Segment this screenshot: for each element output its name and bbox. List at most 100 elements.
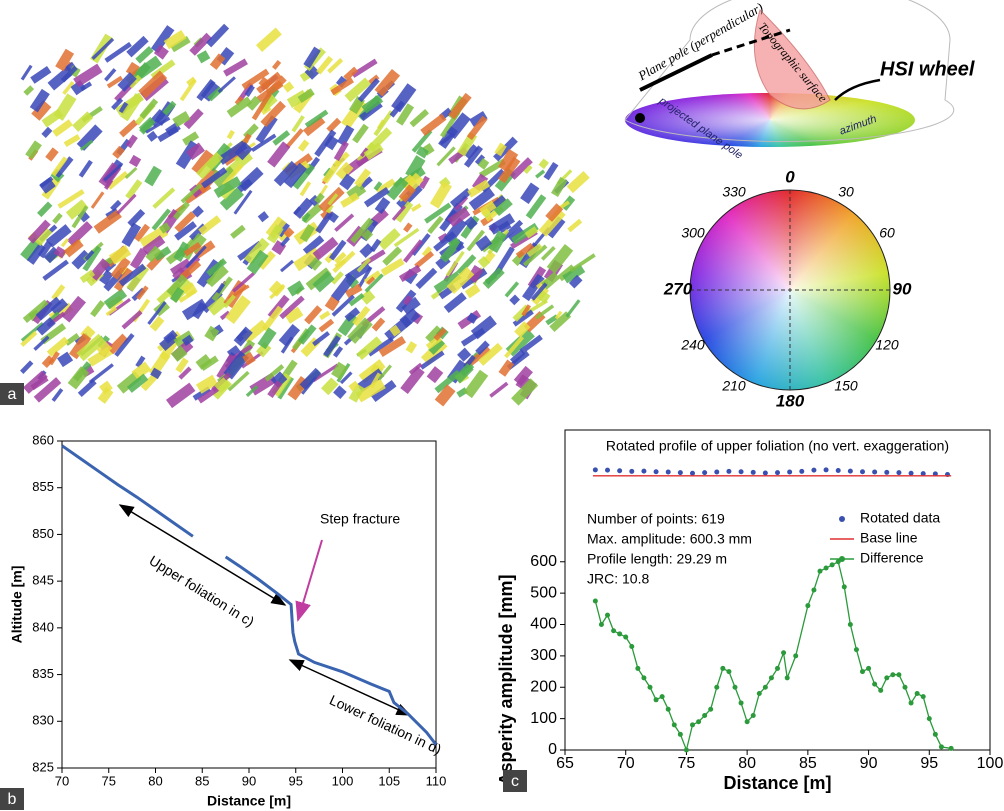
rock-patch <box>104 41 132 63</box>
rock-patch <box>273 160 299 187</box>
rock-patch <box>460 327 486 347</box>
rock-patch <box>45 147 59 162</box>
rock-patch <box>361 229 374 241</box>
rock-patch <box>324 203 334 214</box>
rock-patch <box>125 134 138 149</box>
legend-label: Base line <box>860 530 918 546</box>
rock-patch <box>304 109 329 128</box>
rock-patch <box>378 228 401 251</box>
rock-patch <box>554 310 563 320</box>
panel-letter: a <box>8 386 17 403</box>
x-tick-label: 80 <box>738 755 756 772</box>
rock-patch <box>445 250 465 277</box>
rock-patch <box>551 176 568 198</box>
rock-patch <box>182 131 200 146</box>
rock-patch <box>361 94 384 114</box>
rock-patch <box>152 187 176 209</box>
rock-patch <box>498 148 519 173</box>
rock-patch <box>549 311 572 332</box>
rock-patch <box>530 282 548 301</box>
rock-patch <box>153 44 169 60</box>
marker <box>592 467 598 473</box>
rock-patch <box>428 338 445 355</box>
rock-patch <box>54 156 74 178</box>
annotation: Max. amplitude: 600.3 mm <box>587 531 752 547</box>
rock-patch <box>478 158 506 179</box>
rock-patch <box>183 108 204 130</box>
hsi-wheel <box>690 190 890 390</box>
marker <box>914 691 920 697</box>
x-tick-label: 80 <box>148 773 162 788</box>
topographic-surface <box>753 9 831 110</box>
rock-patch <box>318 318 335 333</box>
rock-patch <box>163 29 187 50</box>
rock-patch <box>198 215 222 236</box>
rock-patch <box>344 307 361 322</box>
rock-patch <box>405 341 418 354</box>
rock-patch <box>118 263 147 287</box>
marker <box>784 675 790 681</box>
annotation: Number of points: 619 <box>587 511 725 527</box>
y-axis-label: Asperity amplitude [mm] <box>496 574 516 785</box>
x-tick-label: 90 <box>860 755 878 772</box>
rock-patch <box>415 146 429 159</box>
x-tick-label: 85 <box>799 755 817 772</box>
rock-patch <box>457 347 472 362</box>
rock-patch <box>386 176 409 201</box>
rock-patch <box>20 237 43 262</box>
rock-patch <box>514 321 531 338</box>
rock-patch <box>334 251 347 264</box>
marker <box>696 719 702 725</box>
rock-patch <box>223 58 248 77</box>
rock-patch <box>68 333 92 360</box>
y-tick-label: 835 <box>32 666 54 681</box>
rock-patch <box>108 245 132 265</box>
rock-patch <box>348 293 365 307</box>
marker <box>671 722 677 728</box>
rock-patch <box>433 231 457 252</box>
marker <box>750 712 756 718</box>
rock-patch <box>475 340 490 356</box>
rock-patch <box>256 71 282 94</box>
rock-patch <box>395 200 414 223</box>
marker <box>762 470 768 476</box>
marker <box>811 467 817 473</box>
rock-patch <box>257 250 276 270</box>
rock-patch <box>400 366 425 394</box>
rock-patch <box>334 213 355 232</box>
rock-patch <box>344 77 371 103</box>
letter-box <box>503 770 527 792</box>
rock-patch <box>173 201 190 220</box>
rock-patch <box>352 305 371 327</box>
rock-patch <box>178 366 192 380</box>
y-tick-label: 845 <box>32 573 54 588</box>
rock-patch <box>538 208 566 237</box>
rock-patch <box>523 164 533 174</box>
rock-patch <box>368 74 380 85</box>
rock-patch <box>331 294 355 317</box>
rock-patch <box>246 249 269 275</box>
rock-patch <box>182 282 198 298</box>
rock-patch <box>329 239 347 261</box>
rock-patch <box>327 211 339 223</box>
rock-patch <box>324 295 340 312</box>
rock-patch <box>284 306 304 324</box>
rock-patch <box>37 201 53 218</box>
rock-patch <box>174 221 197 241</box>
x-tick-label: 70 <box>55 773 69 788</box>
rock-patch <box>104 68 117 82</box>
rock-patch <box>391 205 406 221</box>
marker <box>878 687 884 693</box>
x-tick-label: 75 <box>678 755 696 772</box>
wheel-label: 210 <box>721 378 746 394</box>
rock-patch <box>333 385 347 399</box>
rock-patch <box>337 312 359 337</box>
marker <box>720 665 726 671</box>
rock-patch <box>434 384 456 407</box>
marker <box>768 675 774 681</box>
panel-letter: c <box>511 773 519 790</box>
rock-patch <box>20 64 33 81</box>
rock-patch <box>116 371 142 394</box>
marker <box>623 634 629 640</box>
wheel-label: 180 <box>776 391 805 410</box>
